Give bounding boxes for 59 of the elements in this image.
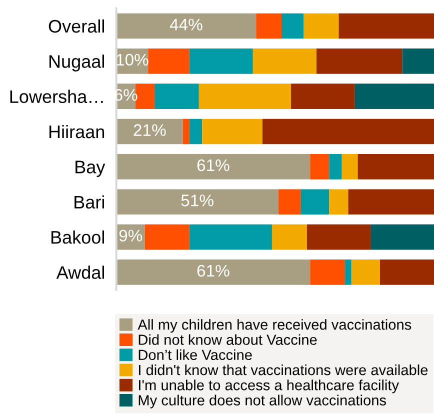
legend-label: Don’t like Vaccine <box>138 349 252 360</box>
bar <box>291 84 355 109</box>
bar <box>348 189 434 215</box>
bar <box>272 224 307 250</box>
y-tick-label: Nugaal <box>49 54 104 72</box>
bar <box>338 13 434 39</box>
legend-label: I didn't know that vaccinations were available <box>139 364 428 376</box>
bar <box>306 224 370 250</box>
bar <box>148 48 190 74</box>
bar <box>189 48 253 74</box>
bar <box>278 189 301 215</box>
bar <box>351 260 380 285</box>
y-tick-label: Bari <box>74 195 104 209</box>
bar <box>189 118 202 144</box>
bar <box>354 84 434 109</box>
legend-label: All my children have received vaccinations <box>138 319 412 333</box>
data-label: 9% <box>119 230 142 242</box>
data-label: 51% <box>181 194 214 206</box>
bar <box>316 48 402 74</box>
data-label: 44% <box>170 18 202 30</box>
bar <box>116 154 310 180</box>
bar <box>304 13 339 39</box>
bar <box>380 260 434 285</box>
bar <box>310 260 346 285</box>
bar <box>358 154 434 180</box>
legend-label: My culture does not allow vaccinations <box>138 394 386 408</box>
bar <box>329 154 342 180</box>
bar <box>402 48 434 74</box>
bar <box>256 13 282 39</box>
legend-label: Did not know about Vaccine <box>138 334 317 345</box>
bar <box>202 118 262 144</box>
bar <box>144 224 190 250</box>
bar <box>189 224 272 250</box>
bar <box>310 154 330 180</box>
bar <box>282 13 304 39</box>
bar <box>345 260 352 285</box>
data-label: 21% <box>134 124 166 136</box>
y-tick-label: Lowersha… <box>10 90 103 104</box>
bar <box>198 84 292 109</box>
data-label: 61% <box>197 264 230 277</box>
bar <box>154 84 199 109</box>
y-tick-label: Hiiraan <box>49 124 104 138</box>
y-tick-label: Overall <box>48 19 104 33</box>
bar <box>342 154 358 180</box>
bar <box>116 13 256 39</box>
bar <box>262 118 434 144</box>
data-label: 61% <box>197 159 230 172</box>
bar <box>183 118 190 144</box>
bar <box>116 118 184 144</box>
y-tick-label: Bay <box>76 160 106 177</box>
bar <box>300 189 330 215</box>
legend-label: I'm unable to access a healthcare facility <box>139 380 400 394</box>
bar <box>370 224 434 250</box>
y-tick-label: Bakool <box>51 230 104 244</box>
bar <box>329 189 348 215</box>
bar <box>116 189 278 215</box>
bar <box>116 260 310 285</box>
y-tick-label: Awdal <box>56 266 104 279</box>
bar <box>252 48 316 74</box>
